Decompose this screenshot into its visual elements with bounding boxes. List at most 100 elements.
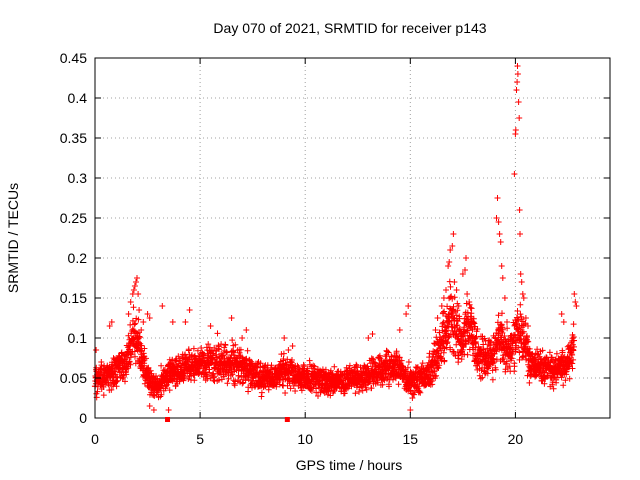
data-point	[517, 311, 524, 318]
data-point	[499, 324, 506, 331]
data-point	[449, 243, 456, 249]
data-point	[526, 379, 533, 386]
data-point	[289, 357, 295, 363]
data-point	[450, 303, 457, 310]
data-point	[499, 275, 506, 281]
data-point	[571, 291, 578, 297]
data-point	[143, 355, 149, 362]
data-point	[132, 320, 139, 327]
data-point	[566, 363, 573, 370]
data-point	[159, 303, 166, 309]
data-point	[304, 365, 311, 372]
x-axis-label: GPS time / hours	[296, 457, 403, 473]
data-point	[541, 380, 548, 387]
y-tick-label: 0.05	[60, 370, 87, 386]
data-point	[468, 315, 475, 321]
data-point	[441, 357, 448, 364]
data-point	[517, 301, 524, 308]
data-point	[98, 359, 105, 365]
data-point	[145, 364, 152, 371]
data-point	[435, 365, 442, 371]
data-point	[570, 321, 577, 328]
data-point	[454, 307, 461, 314]
axes: 0 5 10 15 20 0 0.05 0.1 0.15 0.2 0.25 0.3 0.35 0.4 0.4…	[60, 50, 611, 447]
data-point	[222, 342, 229, 349]
data-point	[472, 335, 479, 341]
data-point	[158, 391, 165, 398]
data-point	[357, 364, 364, 371]
data-point	[432, 327, 439, 333]
data-point	[369, 331, 376, 337]
data-point	[467, 304, 474, 311]
data-point	[228, 315, 235, 321]
data-point	[133, 329, 140, 336]
data-point	[459, 271, 466, 277]
x-tick-label: 10	[297, 431, 313, 447]
data-point	[520, 328, 527, 335]
data-point	[244, 347, 251, 354]
data-point	[166, 387, 173, 394]
data-point	[130, 287, 137, 293]
data-point	[141, 362, 148, 369]
data-point	[257, 360, 264, 367]
data-point	[131, 348, 138, 355]
data-point	[470, 319, 477, 325]
data-point	[573, 303, 580, 309]
x-tick-label: 20	[508, 431, 524, 447]
data-point	[494, 195, 501, 201]
data-point	[469, 326, 476, 333]
data-point	[113, 383, 120, 390]
y-tick-label: 0.1	[68, 330, 88, 346]
data-point	[547, 358, 554, 365]
data-point	[447, 247, 454, 253]
data-point	[514, 71, 521, 77]
data-point	[126, 346, 133, 353]
data-point	[472, 340, 479, 347]
data-point	[146, 315, 153, 321]
data-point	[522, 315, 529, 321]
data-point	[205, 341, 212, 348]
data-point	[493, 356, 500, 363]
y-axis-label: SRMTID / TECUs	[5, 183, 21, 293]
data-point	[514, 63, 521, 69]
data-point	[498, 263, 505, 269]
data-point	[396, 327, 403, 333]
x-tick-label: 5	[196, 431, 204, 447]
data-point	[518, 279, 525, 285]
data-point	[185, 376, 192, 382]
axis-marker	[165, 417, 171, 422]
data-point	[440, 333, 447, 340]
data-point	[128, 351, 135, 358]
data-point	[135, 316, 142, 323]
data-point	[515, 344, 522, 351]
data-point	[443, 327, 450, 334]
data-point	[453, 331, 460, 338]
data-point	[559, 349, 566, 356]
data-point	[346, 365, 352, 372]
data-point	[447, 283, 454, 290]
data-point	[496, 231, 503, 237]
data-point	[431, 368, 438, 375]
data-point	[268, 362, 275, 369]
data-point	[441, 308, 448, 315]
data-point	[221, 373, 227, 380]
data-point	[175, 353, 182, 360]
data-point	[570, 347, 577, 354]
data-point	[108, 319, 115, 325]
data-point	[501, 333, 508, 339]
y-tick-label: 0.4	[68, 90, 88, 106]
data-point	[513, 87, 520, 93]
y-tick-label: 0.15	[60, 290, 87, 306]
data-point	[571, 343, 577, 350]
data-point	[150, 407, 157, 413]
data-point	[132, 353, 138, 360]
data-point	[190, 345, 197, 352]
data-point	[395, 381, 402, 388]
data-point	[125, 311, 132, 317]
data-point	[495, 219, 502, 225]
data-point	[215, 377, 222, 383]
data-point	[131, 283, 138, 289]
data-point	[546, 349, 553, 356]
data-point	[419, 360, 426, 367]
